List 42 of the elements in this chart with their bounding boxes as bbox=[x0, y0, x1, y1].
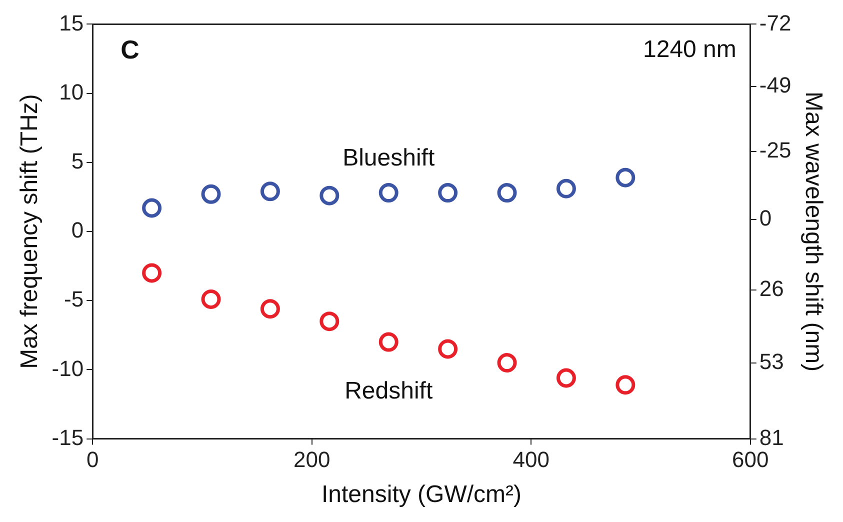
y-tick-label: -5 bbox=[64, 286, 84, 312]
x-axis-title: Intensity (GW/cm²) bbox=[321, 481, 522, 508]
series-label: Redshift bbox=[344, 378, 433, 405]
annotation: 1240 nm bbox=[642, 36, 736, 63]
point bbox=[616, 168, 636, 188]
y2-tick-label: 0 bbox=[759, 205, 772, 230]
y2-tick-label: -72 bbox=[759, 10, 792, 36]
point bbox=[438, 339, 458, 359]
point bbox=[320, 312, 340, 332]
point bbox=[201, 184, 221, 204]
point bbox=[556, 178, 576, 198]
y2-tick-label: 53 bbox=[759, 348, 784, 374]
y-tick-label: 0 bbox=[71, 218, 84, 243]
y2-tick-label: 26 bbox=[759, 276, 784, 301]
point bbox=[556, 368, 576, 388]
y-tick-label: 15 bbox=[59, 10, 84, 36]
point bbox=[438, 183, 458, 203]
y2-axis-title: Max wavelength shift (nm) bbox=[800, 91, 827, 372]
point bbox=[260, 182, 280, 202]
y2-tick-label: 81 bbox=[759, 424, 784, 450]
x-tick-label: 400 bbox=[512, 447, 550, 472]
annotation: C bbox=[120, 34, 140, 64]
series-label: Blueshift bbox=[342, 144, 435, 172]
point bbox=[142, 263, 162, 283]
y2-tick-label: -25 bbox=[759, 138, 792, 163]
point bbox=[378, 332, 398, 352]
point bbox=[378, 183, 398, 203]
point bbox=[142, 198, 162, 218]
y-axis-title: Max frequency shift (THz) bbox=[16, 94, 44, 369]
point bbox=[497, 353, 517, 373]
x-tick-label: 200 bbox=[294, 447, 330, 472]
point bbox=[260, 299, 280, 319]
point bbox=[320, 186, 340, 206]
x-tick-label: 600 bbox=[732, 447, 769, 472]
point bbox=[201, 289, 221, 309]
y-tick-label: 5 bbox=[71, 148, 84, 174]
y-tick-label: -10 bbox=[52, 356, 84, 381]
y2-tick-label: -49 bbox=[759, 72, 792, 98]
point bbox=[497, 183, 517, 203]
point bbox=[616, 375, 636, 395]
y-tick-label: -15 bbox=[52, 424, 84, 450]
y-tick-label: 10 bbox=[59, 79, 84, 104]
